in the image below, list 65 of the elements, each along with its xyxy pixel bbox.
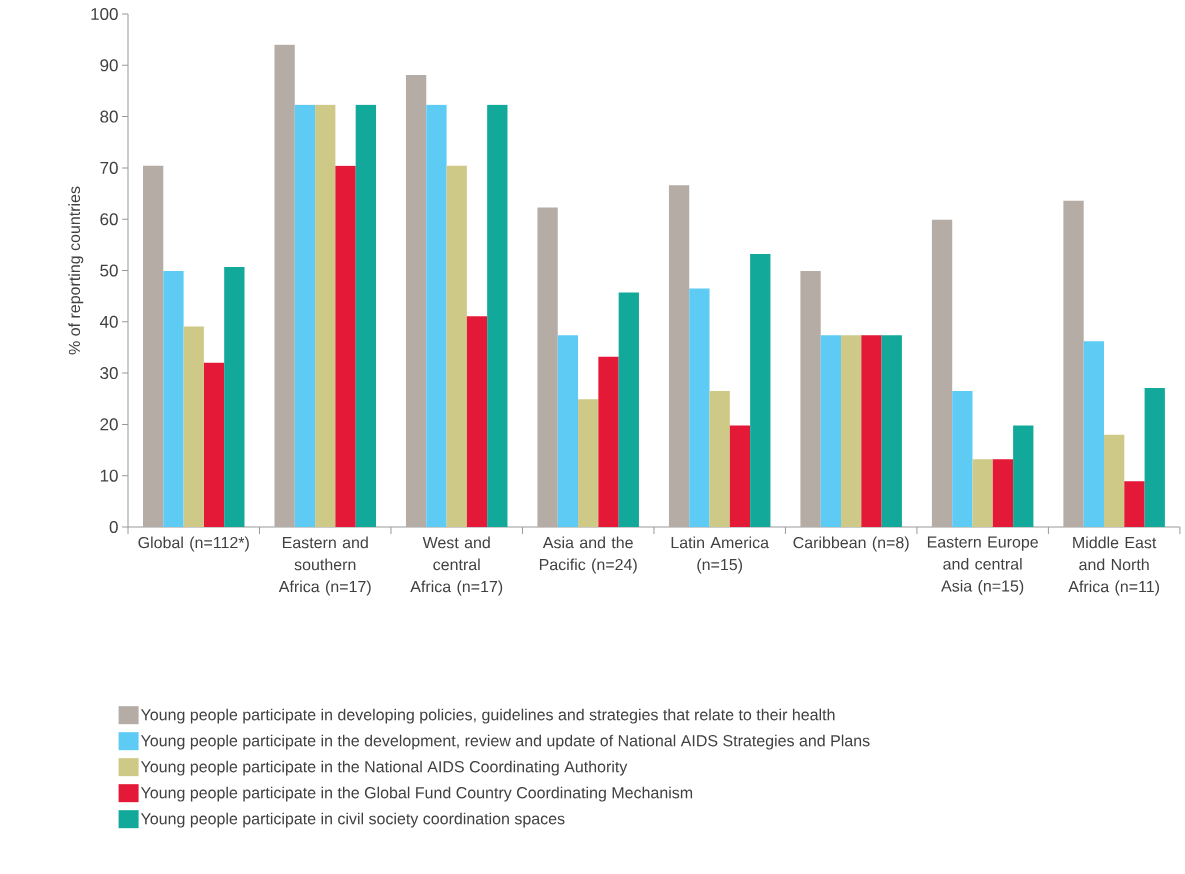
bar	[578, 399, 599, 527]
bar	[881, 335, 902, 527]
bar	[335, 165, 356, 527]
bar	[1144, 387, 1165, 527]
x-tick-label: Asia and the Pacific (n=24)	[539, 536, 637, 574]
bar	[709, 391, 730, 527]
bar	[800, 271, 821, 527]
y-tick-label: 50	[100, 264, 118, 277]
x-tick-label: Caribbean (n=8)	[793, 536, 909, 552]
bar	[598, 356, 619, 527]
bar	[972, 459, 993, 527]
bar	[992, 459, 1014, 527]
bar	[163, 271, 184, 527]
bar	[1124, 481, 1145, 527]
bar	[274, 44, 295, 527]
x-tick-label: Middle East and North Africa (n=11)	[1068, 536, 1160, 596]
bar	[466, 316, 488, 527]
bar	[820, 335, 842, 527]
bar	[618, 292, 639, 527]
y-tick-label: 70	[100, 161, 118, 174]
bar	[861, 335, 882, 527]
bar	[537, 207, 558, 527]
bar	[931, 219, 953, 527]
legend-label: Young people participate in developing policies, guidelines and strategies that relate to their health	[140, 708, 835, 724]
bar	[487, 104, 508, 527]
y-tick-label: 30	[100, 367, 118, 380]
bar	[143, 165, 164, 527]
y-axis-title: % of reporting countries	[68, 186, 84, 355]
y-tick-label: 60	[100, 213, 118, 226]
bar	[183, 326, 204, 527]
bar	[446, 165, 467, 527]
y-tick-label: 10	[100, 469, 118, 482]
bar	[729, 425, 751, 527]
bar	[355, 104, 376, 527]
x-tick-label: Eastern Europe and central Asia (n=15)	[927, 536, 1038, 595]
bar	[1083, 341, 1104, 527]
bar	[224, 266, 245, 527]
bar	[203, 362, 225, 527]
y-tick-label: 0	[109, 520, 118, 534]
y-tick-label: 80	[100, 110, 118, 123]
bar	[1103, 434, 1125, 527]
bar	[294, 104, 316, 527]
x-tick-label: West and central Africa (n=17)	[410, 536, 503, 596]
y-tick-label: 40	[99, 315, 118, 328]
bar	[557, 335, 579, 527]
legend-label: Young people participate in the development, review and update of National AIDS Strategies and Plans	[140, 734, 870, 750]
legend-label: Young people participate in civil society coordination spaces	[140, 812, 565, 828]
x-tick-label: Global (n=112*)	[138, 536, 249, 552]
legend-label: Young people participate in the Global Fund Country Coordinating Mechanism	[140, 786, 693, 802]
x-tick-label: Latin America (n=15)	[671, 536, 770, 574]
bar	[1063, 200, 1084, 527]
bar	[952, 391, 973, 527]
bar	[689, 288, 710, 527]
bar	[405, 75, 427, 527]
x-tick-label: Eastern and southern Africa (n=17)	[278, 536, 371, 596]
y-tick-label: 90	[100, 59, 118, 72]
bar	[426, 104, 447, 527]
bar	[315, 104, 336, 527]
y-tick-label: 20	[100, 418, 118, 431]
legend-label: Young people participate in the National AIDS Coordinating Authority	[140, 760, 628, 776]
bar	[1013, 425, 1034, 527]
bar	[841, 335, 862, 527]
y-tick-label: 100	[91, 7, 118, 21]
bar	[750, 254, 771, 527]
bar	[668, 185, 690, 527]
